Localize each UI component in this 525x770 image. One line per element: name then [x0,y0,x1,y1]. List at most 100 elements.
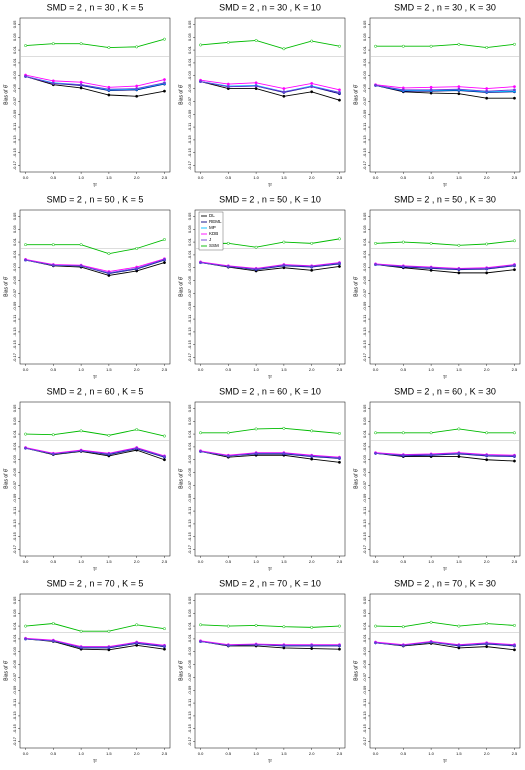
x-axis-label: τ² [443,566,447,572]
point [485,242,489,246]
x-tick-label: 2.0 [309,175,315,180]
panel: SMD = 2 , n = 70 , K = 10 τ² Bias of θ̂ 0.0… [178,578,346,764]
point [199,623,203,627]
point [199,261,203,265]
y-tick-label: 0.05 [12,20,17,29]
point [162,78,166,82]
series-line [25,637,165,648]
point [79,629,83,633]
point [485,89,489,93]
panel-title: SMD = 2 , n = 60 , K = 5 [47,386,144,396]
x-tick-label: 0.0 [373,175,379,180]
y-tick-label: 0.03 [12,417,17,426]
x-tick-label: 1.5 [456,367,462,372]
panel-title: SMD = 2 , n = 50 , K = 5 [47,194,144,204]
x-tick-label: 2.5 [337,751,343,756]
x-tick-label: 2.0 [309,367,315,372]
point [512,648,516,652]
y-tick-label: -0.03 [187,70,192,80]
x-tick-label: 0.0 [373,751,379,756]
y-tick-label: 0.05 [362,404,367,413]
y-tick-label: -0.05 [12,83,17,93]
panel: SMD = 2 , n = 50 , K = 30 τ² Bias of θ̂ 0.0… [353,194,521,380]
plot-frame [369,593,521,749]
series-line [200,450,340,459]
point [457,624,461,628]
panel-title: SMD = 2 , n = 30 , K = 30 [394,2,496,12]
point [512,96,516,100]
point [485,458,489,462]
point [485,645,489,649]
y-tick-label: -0.15 [187,531,192,541]
point [51,82,55,85]
legend-label: J [209,237,211,242]
point [374,44,378,48]
x-tick-label: 1.5 [281,367,287,372]
y-tick-label: -0.11 [187,506,192,516]
series-line [25,239,165,255]
y-axis-label: Bias of θ̂ [3,660,9,680]
y-tick-label: -0.01 [362,634,367,644]
y-tick-label: -0.15 [12,531,17,541]
x-tick-label: 0.0 [373,367,379,372]
y-tick-label: -0.07 [12,480,17,490]
x-tick-label: 2.5 [162,367,168,372]
y-tick-label: 0.01 [12,621,17,630]
y-tick-label: -0.01 [12,634,17,644]
x-tick-label: 0.5 [51,559,57,564]
point [429,620,433,624]
point [162,434,166,438]
x-tick-label: 2.5 [512,175,518,180]
y-tick-label: 0.05 [187,596,192,605]
series-line [375,428,515,434]
y-tick-label: 0.03 [362,33,367,42]
point [374,431,378,435]
point [401,44,405,48]
series-line [200,40,340,50]
point [512,88,516,92]
point [374,83,378,87]
point [512,454,516,458]
x-tick-label: 0.5 [226,559,232,564]
point [24,432,28,436]
y-tick-label: -0.15 [362,147,367,157]
point [282,263,286,267]
series-line [375,621,515,628]
y-tick-label: -0.17 [187,352,192,362]
point [282,451,286,455]
point [282,643,286,647]
panel: SMD = 2 , n = 50 , K = 10 τ² Bias of θ̂ DLR… [178,194,346,380]
y-tick-label: 0.05 [362,20,367,29]
plot-frame [194,401,346,557]
x-tick-label: 2.5 [512,559,518,564]
series-line [375,641,515,646]
y-axis-label: Bias of θ̂ [3,84,9,104]
point [199,431,203,435]
x-tick-label: 2.5 [512,751,518,756]
series-line [375,84,515,90]
y-tick-label: -0.17 [187,736,192,746]
point [429,431,433,435]
x-tick-label: 0.5 [226,367,232,372]
y-tick-label: -0.09 [12,685,17,695]
point [310,643,314,647]
point [226,241,230,245]
point [337,265,341,268]
point [401,88,405,92]
point [310,90,314,94]
point [199,43,203,47]
legend-label: KDB [209,231,218,236]
x-tick-label: 2.5 [162,751,168,756]
panel-title: SMD = 2 , n = 30 , K = 10 [219,2,321,12]
series-line [200,640,340,646]
y-tick-label: -0.07 [362,288,367,298]
point [457,42,461,46]
point [254,84,258,88]
x-tick-label: 0.5 [226,751,232,756]
point [337,647,341,651]
y-tick-label: -0.17 [12,736,17,746]
point [310,241,314,245]
point [485,641,489,645]
point [310,85,314,89]
point [401,431,405,435]
